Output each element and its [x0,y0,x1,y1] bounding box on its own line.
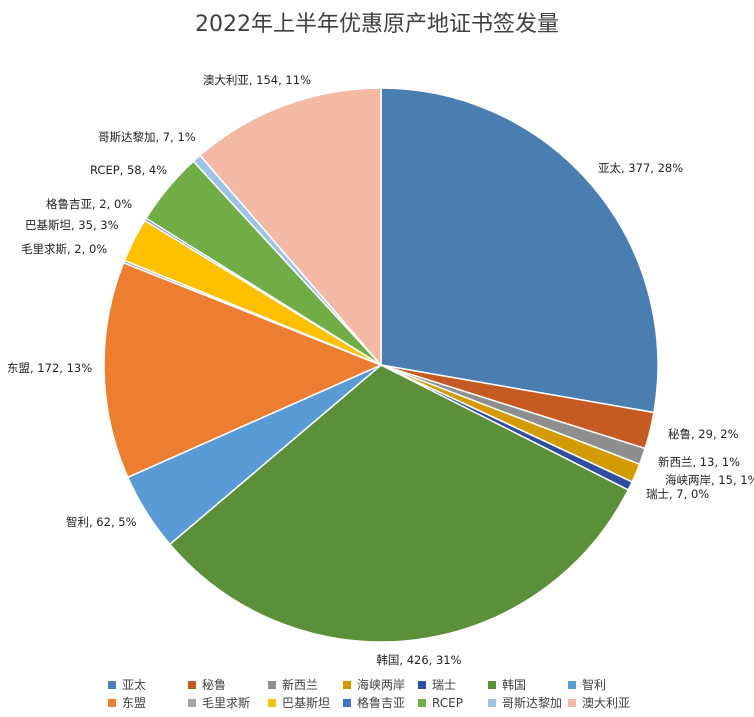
legend-swatch [568,698,576,707]
pie-slice-0 [380,87,659,414]
legend-label: 东盟 [122,696,147,710]
legend-item-12: 哥斯达黎加 [488,695,562,711]
data-label-7: 东盟, 172, 13% [7,361,92,375]
chart-title: 2022年上半年优惠原产地证书签发量 [195,12,559,37]
legend-label: 巴基斯坦 [282,696,331,710]
legend-label: 澳大利亚 [582,696,631,710]
legend-swatch [108,698,116,707]
legend-label: 智利 [582,678,607,692]
pie-slice-13 [198,87,382,368]
legend-label: 海峡两岸 [357,678,406,692]
legend-swatch [108,680,116,689]
pie-chart: 亚太, 377, 28% 秘鲁, 29, 2% 新西兰, 13, 1% 海峡两岸, 1… [7,73,754,667]
legend-label: 毛里求斯 [202,696,251,710]
data-label-1: 秘鲁, 29, 2% [668,427,739,441]
legend-item-4: 瑞士 [418,677,456,693]
legend-swatch [188,698,196,707]
data-label-10: 格鲁吉亚, 2, 0% [46,197,132,211]
legend-swatch [418,680,426,689]
data-label-2: 新西兰, 13, 1% [658,455,740,469]
legend-label: 瑞士 [432,678,457,692]
legend-swatch [418,698,426,707]
legend-item-5: 韩国 [488,677,526,693]
data-label-11: RCEP, 58, 4% [90,163,167,177]
legend-label: 新西兰 [282,678,319,692]
legend-label: 亚太 [122,678,147,692]
legend-label: RCEP [432,696,463,710]
legend-swatch [488,680,496,689]
data-label-4: 瑞士, 7, 0% [646,487,709,501]
legend-swatch [568,680,576,689]
legend-item-10: 格鲁吉亚 [343,695,405,711]
legend-label: 韩国 [502,678,527,692]
legend-label: 哥斯达黎加 [502,696,563,710]
legend-item-11: RCEP [418,695,463,711]
legend-swatch [268,698,276,707]
legend-item-3: 海峡两岸 [343,677,405,693]
legend-item-6: 智利 [568,677,606,693]
data-label-6: 智利, 62, 5% [66,515,137,529]
data-label-5: 韩国, 426, 31% [376,653,461,667]
legend-item-8: 毛里求斯 [188,695,250,711]
data-label-9: 巴基斯坦, 35, 3% [25,218,119,232]
legend-item-9: 巴基斯坦 [268,695,330,711]
legend-item-0: 亚太 [108,677,146,693]
data-label-3: 海峡两岸, 15, 1% [665,473,754,487]
legend-label: 格鲁吉亚 [357,696,406,710]
legend-item-13: 澳大利亚 [568,695,630,711]
legend-item-1: 秘鲁 [188,677,226,693]
legend-label: 秘鲁 [202,678,227,692]
legend-swatch [343,698,351,707]
legend-item-2: 新西兰 [268,677,318,693]
legend-item-7: 东盟 [108,695,146,711]
data-label-13: 澳大利亚, 154, 11% [203,73,311,87]
pie-slice-5 [168,364,630,643]
legend-swatch [188,680,196,689]
data-label-8: 毛里求斯, 2, 0% [21,242,107,256]
legend-swatch [343,680,351,689]
data-label-0: 亚太, 377, 28% [598,161,683,175]
data-label-12: 哥斯达黎加, 7, 1% [98,130,196,144]
legend-swatch [268,680,276,689]
legend-swatch [488,698,496,707]
pie-slice-7 [103,261,383,479]
